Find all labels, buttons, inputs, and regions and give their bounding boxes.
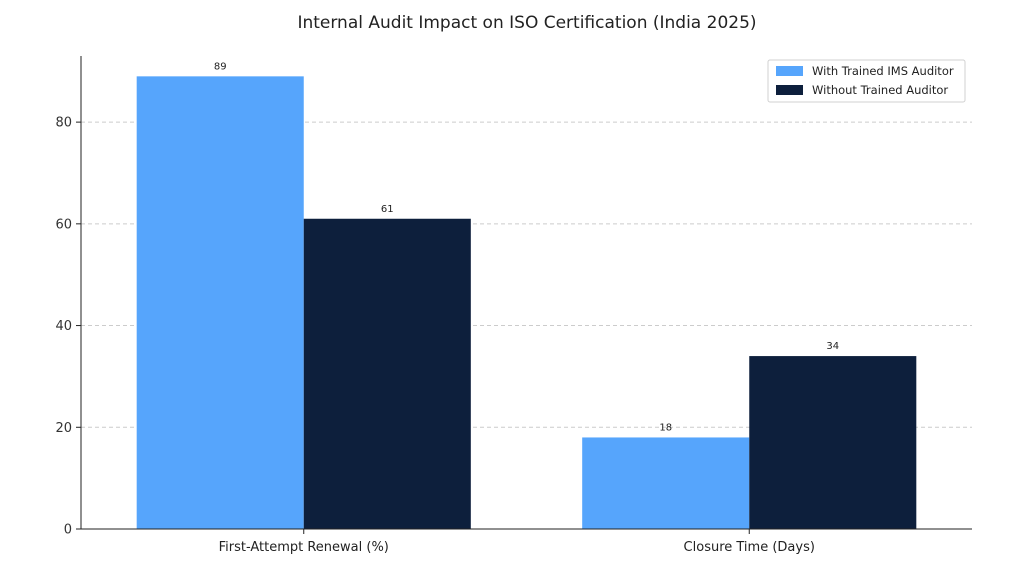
legend-label-with-trained-ims-auditor: With Trained IMS Auditor xyxy=(812,64,954,78)
data-label-with-trained-ims-auditor-first-attempt-renewal: 89 xyxy=(214,61,227,72)
bar-with-trained-ims-auditor-closure-time-days xyxy=(582,437,750,529)
data-label-with-trained-ims-auditor-closure-time-days: 18 xyxy=(659,422,672,433)
legend-swatch-without-trained-auditor xyxy=(776,85,803,95)
legend-frame xyxy=(767,59,966,103)
legend: With Trained IMS Auditor Without Trained … xyxy=(767,59,966,103)
y-tick-label-80: 80 xyxy=(55,116,72,131)
x-tick-label-first-attempt-renewal: First-Attempt Renewal (%) xyxy=(219,540,389,555)
data-label-without-trained-auditor-closure-time-days: 34 xyxy=(826,341,839,352)
chart-title: Internal Audit Impact on ISO Certificati… xyxy=(297,13,756,33)
bar-without-trained-auditor-closure-time-days xyxy=(749,356,917,529)
axes xyxy=(80,56,972,530)
legend-label-without-trained-auditor: Without Trained Auditor xyxy=(812,83,948,97)
y-tick-label-0: 0 xyxy=(64,523,72,538)
x-tick-label-closure-time-days: Closure Time (Days) xyxy=(684,540,815,555)
bar-without-trained-auditor-first-attempt-renewal xyxy=(303,218,471,529)
y-tick-label-40: 40 xyxy=(55,319,72,334)
data-label-without-trained-auditor-first-attempt-renewal: 61 xyxy=(381,204,394,215)
bars xyxy=(136,76,917,529)
y-tick-label-20: 20 xyxy=(55,421,72,436)
legend-swatch-with-trained-ims-auditor xyxy=(776,66,803,76)
axis-ticks: 0 20 40 60 80 First-Attempt Renewal (%) Closur… xyxy=(55,116,814,555)
y-tick-label-60: 60 xyxy=(55,217,72,232)
data-labels: 89 61 18 34 xyxy=(214,61,839,433)
bar-with-trained-ims-auditor-first-attempt-renewal xyxy=(136,76,304,529)
